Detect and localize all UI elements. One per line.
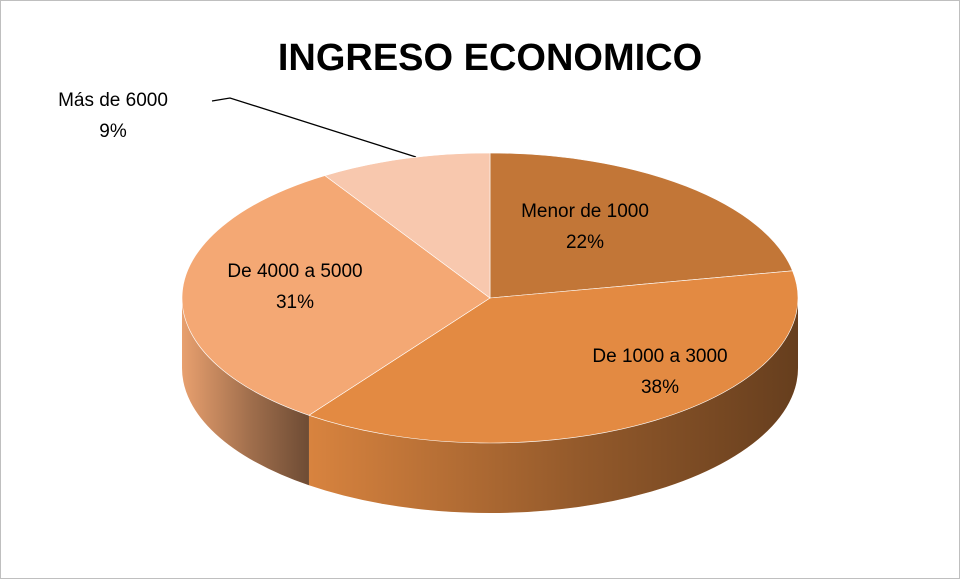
data-label-name: Menor de 1000 xyxy=(521,201,649,222)
leader-line xyxy=(211,97,417,158)
data-label-name: De 4000 a 5000 xyxy=(227,261,362,282)
slice-side-shade xyxy=(182,298,309,486)
chart-title: INGRESO ECONOMICO xyxy=(278,37,702,79)
slice-side-shade xyxy=(308,298,798,513)
slice xyxy=(489,152,793,299)
data-label-value: 31% xyxy=(276,292,314,313)
data-label-name: Más de 6000 xyxy=(58,90,168,111)
data-label-value: 38% xyxy=(641,377,679,398)
slice xyxy=(324,152,491,299)
slice xyxy=(181,175,491,416)
data-label-value: 22% xyxy=(566,232,604,253)
data-label-value: 9% xyxy=(99,121,127,142)
data-label-name: De 1000 a 3000 xyxy=(592,346,727,367)
slice xyxy=(308,270,799,444)
